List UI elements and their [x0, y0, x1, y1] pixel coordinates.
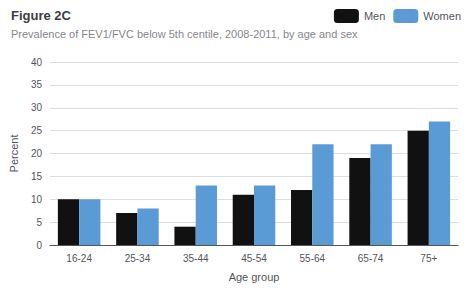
svg-text:30: 30 — [31, 102, 43, 113]
svg-text:25-34: 25-34 — [125, 253, 151, 264]
svg-text:15: 15 — [31, 171, 43, 182]
svg-text:40: 40 — [31, 57, 43, 68]
svg-text:75+: 75+ — [420, 253, 437, 264]
svg-text:16-24: 16-24 — [66, 253, 92, 264]
svg-text:65-74: 65-74 — [358, 253, 384, 264]
svg-text:35-44: 35-44 — [183, 253, 209, 264]
svg-text:55-64: 55-64 — [299, 253, 325, 264]
svg-text:Women: Women — [423, 10, 461, 22]
svg-text:Figure 2C: Figure 2C — [11, 8, 72, 23]
svg-text:45-54: 45-54 — [241, 253, 267, 264]
svg-text:0: 0 — [36, 240, 42, 251]
svg-text:Men: Men — [364, 10, 385, 22]
svg-text:35: 35 — [31, 79, 43, 90]
svg-text:5: 5 — [36, 217, 42, 228]
svg-text:Prevalence of FEV1/FVC below 5: Prevalence of FEV1/FVC below 5th centile… — [11, 28, 358, 40]
svg-text:Percent: Percent — [8, 135, 20, 173]
svg-text:Age group: Age group — [229, 271, 280, 283]
svg-text:20: 20 — [31, 148, 43, 159]
svg-text:25: 25 — [31, 125, 43, 136]
svg-text:10: 10 — [31, 194, 43, 205]
